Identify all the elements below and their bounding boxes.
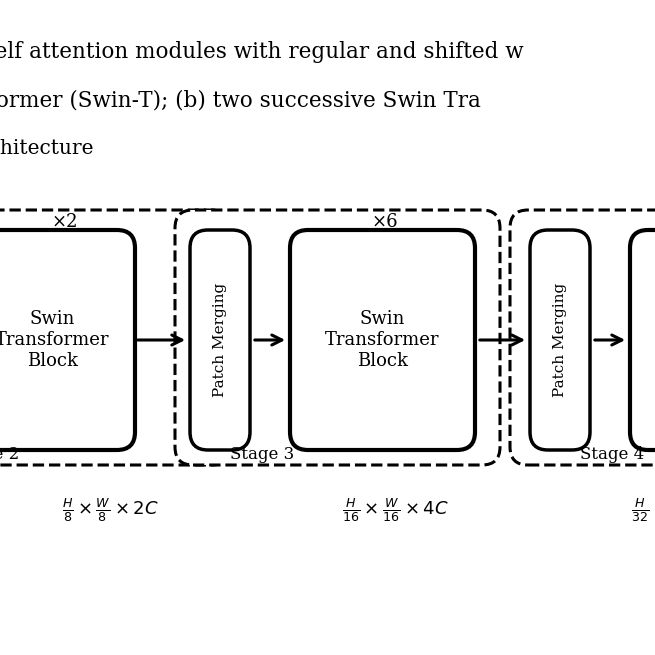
FancyBboxPatch shape <box>190 230 250 450</box>
Text: ad self attention modules with regular and shifted w: ad self attention modules with regular a… <box>0 41 523 63</box>
Text: Stage 4: Stage 4 <box>580 446 645 463</box>
Text: $\frac{H}{16}\times\frac{W}{16}\times4C$: $\frac{H}{16}\times\frac{W}{16}\times4C$ <box>342 496 449 524</box>
FancyBboxPatch shape <box>0 230 135 450</box>
Text: Swin
Transformer
Block: Swin Transformer Block <box>0 310 110 370</box>
Text: ×2: ×2 <box>52 213 78 231</box>
Text: $\frac{H}{8}\times\frac{W}{8}\times2C$: $\frac{H}{8}\times\frac{W}{8}\times2C$ <box>62 496 159 524</box>
Text: Stage 3: Stage 3 <box>230 446 294 463</box>
FancyBboxPatch shape <box>630 230 655 450</box>
Text: ) Architecture: ) Architecture <box>0 138 94 157</box>
Text: ansformer (Swin-T); (b) two successive Swin Tra: ansformer (Swin-T); (b) two successive S… <box>0 89 481 111</box>
Text: Swin
Transformer
Block: Swin Transformer Block <box>326 310 440 370</box>
Text: ×6: ×6 <box>371 213 398 231</box>
FancyBboxPatch shape <box>290 230 475 450</box>
FancyBboxPatch shape <box>510 210 655 465</box>
Text: Patch Merging: Patch Merging <box>553 283 567 397</box>
FancyBboxPatch shape <box>175 210 500 465</box>
Text: Patch Merging: Patch Merging <box>213 283 227 397</box>
FancyBboxPatch shape <box>0 210 230 465</box>
FancyBboxPatch shape <box>530 230 590 450</box>
Text: Stage 2: Stage 2 <box>0 446 19 463</box>
Text: $\frac{H}{32}\times\frac{W}{32}$: $\frac{H}{32}\times\frac{W}{32}$ <box>631 496 655 524</box>
